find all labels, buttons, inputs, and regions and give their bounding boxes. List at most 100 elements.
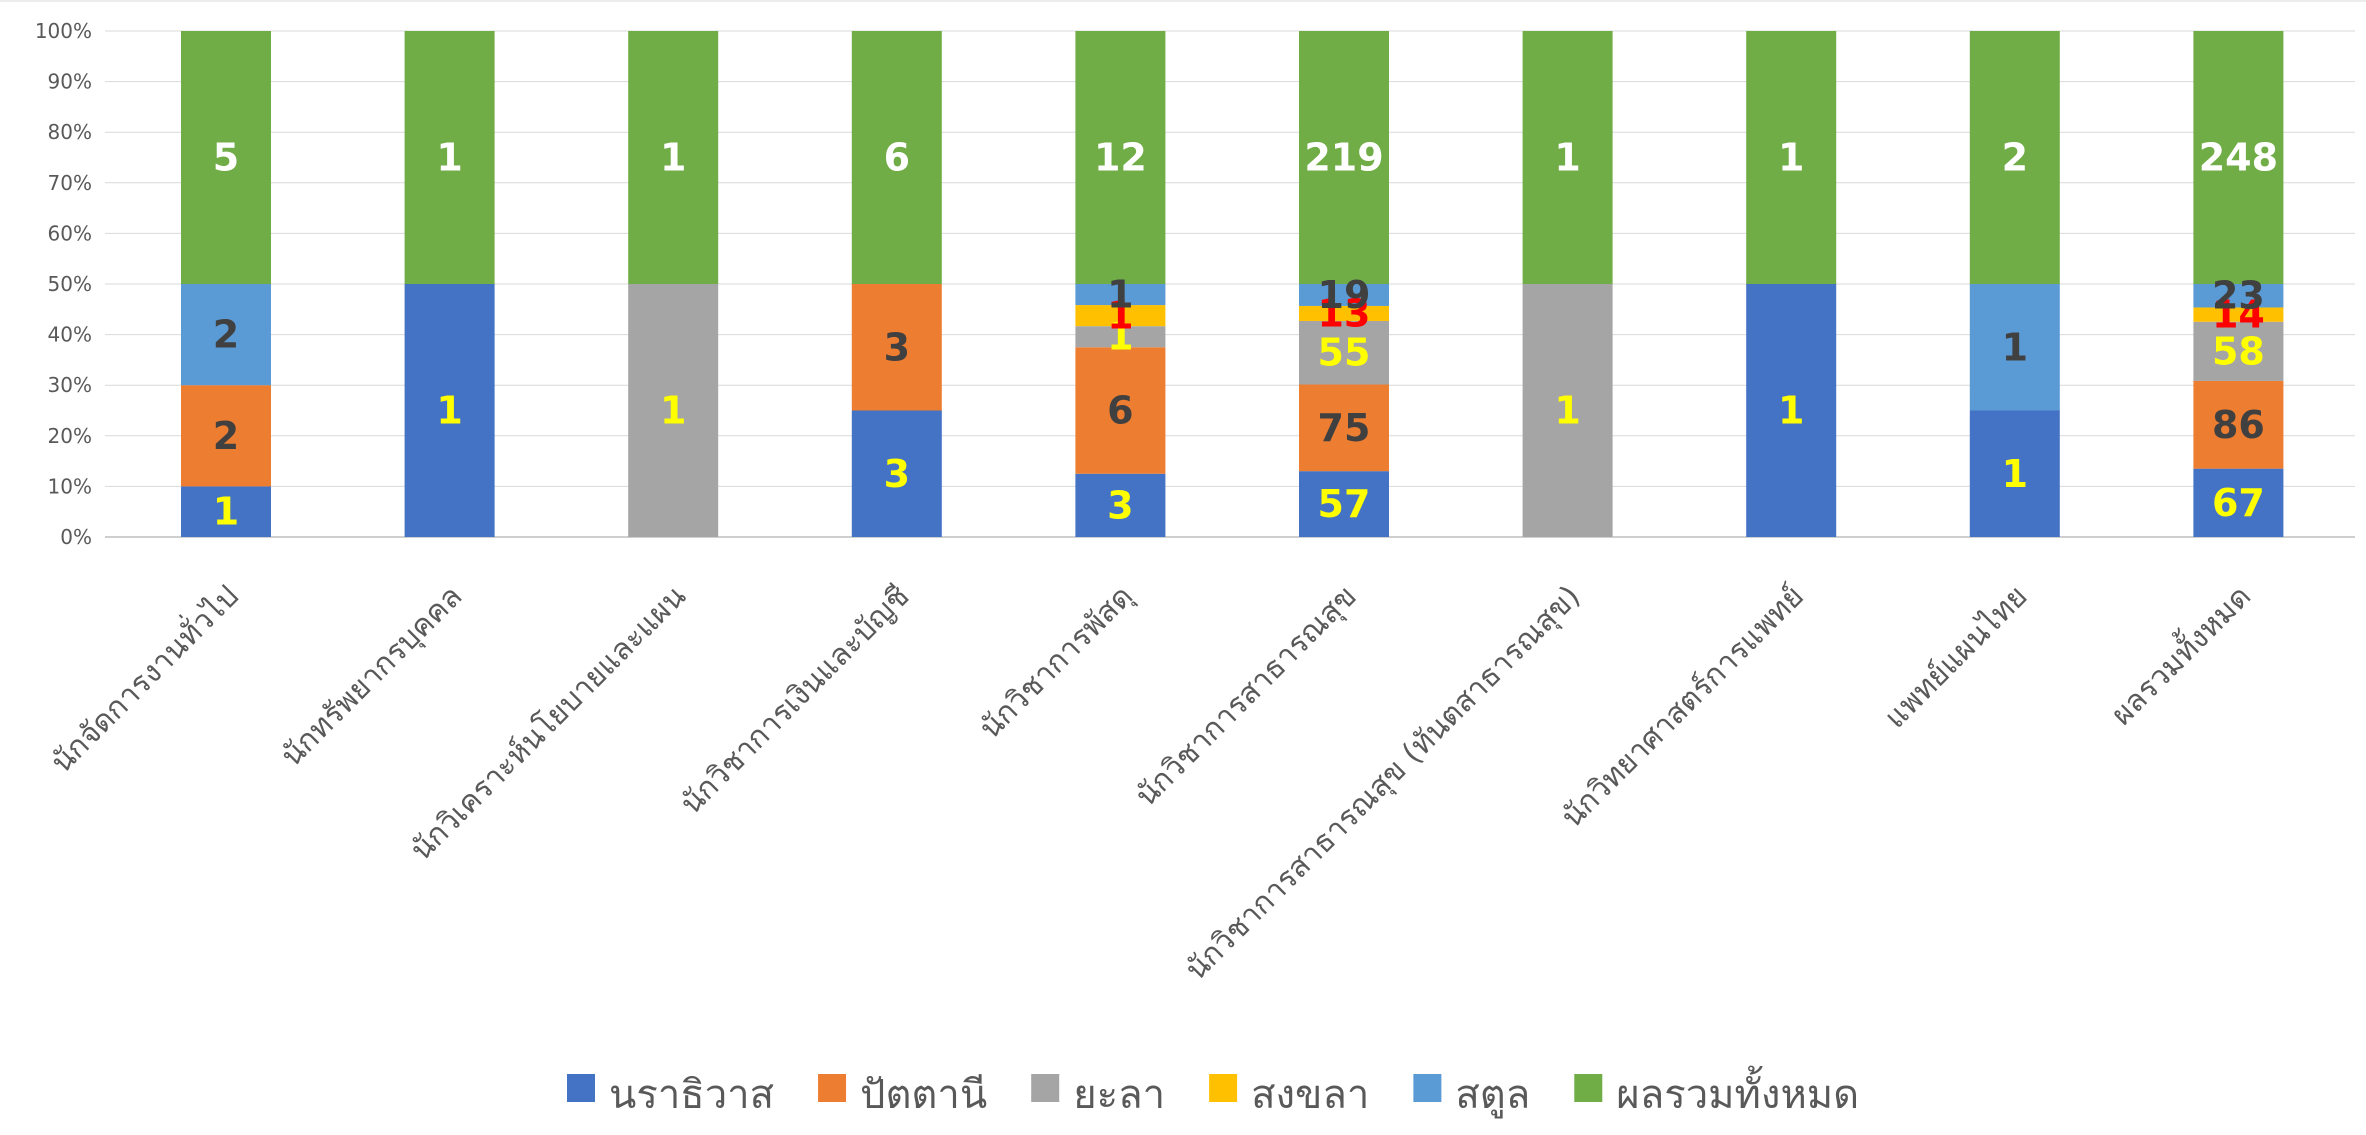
data-label: 2 (2002, 136, 2028, 180)
bar-segment (1969, 284, 2060, 411)
y-tick-label: 100% (35, 19, 92, 43)
y-tick-label: 30% (48, 373, 92, 397)
y-tick-label: 90% (48, 70, 92, 94)
data-label: 6 (884, 136, 910, 180)
bar-segment (1075, 284, 1166, 306)
y-tick-label: 50% (48, 272, 92, 296)
legend-label: สตูล (1455, 1072, 1530, 1118)
bar-segment (1299, 305, 1389, 321)
bar-segment (2193, 284, 2284, 308)
data-label: 2 (213, 313, 239, 357)
legend-swatch (1031, 1074, 1060, 1102)
data-label: 1 (436, 136, 462, 180)
x-tick-label: แพทย์แผนไทย (1877, 578, 2034, 735)
data-label: 1 (1554, 136, 1580, 180)
data-label: 2 (213, 414, 239, 458)
data-label: 13 (1318, 291, 1371, 335)
legend-swatch (1209, 1074, 1238, 1102)
legend-label: สงขลา (1251, 1072, 1369, 1118)
legend-label: ผลรวมทั้งหมด (1616, 1065, 1859, 1118)
y-axis-ticks: 0% 10% 20% 30% 40% 50% 60% 70% 80% 90% 100% (35, 19, 92, 549)
data-label: 1 (660, 389, 686, 433)
data-label: 3 (1107, 483, 1133, 527)
data-label: 219 (1304, 136, 1383, 180)
data-label: 3 (884, 452, 910, 496)
bar-segment (1299, 471, 1389, 537)
data-label: 1 (1554, 389, 1580, 433)
bar-segment (851, 31, 942, 284)
bar-segment (1075, 347, 1166, 474)
x-tick-label: นักวิทยาศาสตร์การแพทย์ (1555, 579, 1811, 835)
bar-segment (1075, 305, 1166, 327)
bar-segment (851, 284, 942, 411)
legend-label: ยะลา (1073, 1072, 1165, 1118)
data-label: 1 (1778, 136, 1804, 180)
bar-segment (1075, 326, 1166, 348)
bar-segment (181, 486, 271, 537)
data-label: 1 (436, 389, 462, 433)
data-labels: 1225111133636111125775551319219111111267… (213, 136, 2278, 534)
legend-label: ปัตตานี (860, 1072, 987, 1118)
bar-segment (1299, 320, 1389, 385)
legend-swatch (1574, 1074, 1603, 1102)
bar-segment (1299, 284, 1389, 306)
bar-segment (628, 31, 719, 284)
bar-segment (2193, 468, 2284, 537)
bar-segment (404, 284, 495, 537)
legend: นราธิวาส ปัตตานี ยะลา สงขลา สตูล ผลรวมทั้งหมด (567, 1065, 1859, 1118)
legend-label: นราธิวาส (609, 1072, 774, 1118)
bar-segment (404, 31, 495, 284)
y-tick-label: 80% (48, 120, 92, 144)
data-label: 14 (2212, 293, 2265, 337)
bar-segment (1746, 284, 1837, 537)
bar-segment (2193, 31, 2284, 284)
bar-segment (181, 385, 271, 487)
y-tick-label: 10% (48, 474, 92, 498)
x-tick-label: นักวิชาการสาธารณสุข (1129, 579, 1364, 814)
x-tick-label: นักวิชาการเงินและบัญชี (674, 579, 917, 822)
data-label: 75 (1318, 406, 1371, 450)
bar-segment (1746, 31, 1837, 284)
bar-segment (1969, 31, 2060, 284)
legend-swatch (818, 1074, 847, 1102)
data-label: 1 (1107, 294, 1133, 338)
bar-segment (181, 31, 271, 284)
bar-segment (2193, 380, 2284, 469)
x-tick-label: นักทรัพยากรบุคคล (274, 579, 470, 775)
x-tick-label: ผลรวมทั้งหมด (2101, 575, 2258, 732)
data-label: 1 (1107, 315, 1133, 359)
y-tick-label: 70% (48, 171, 92, 195)
y-tick-label: 60% (48, 221, 92, 245)
data-label: 1 (2002, 452, 2028, 496)
legend-swatch (1413, 1074, 1442, 1102)
y-tick-label: 0% (60, 525, 92, 549)
bars (181, 31, 2284, 537)
bar-segment (1299, 31, 1389, 284)
bar-segment (2193, 307, 2284, 322)
x-axis-ticks: นักจัดการงานทั่วไป นักทรัพยากรบุคคลนักวิเ… (42, 575, 2258, 988)
data-label: 1 (2002, 325, 2028, 369)
bar-segment (1075, 473, 1166, 537)
data-label: 12 (1094, 136, 1147, 180)
data-label: 67 (2212, 481, 2265, 525)
data-label: 19 (1318, 273, 1371, 317)
data-label: 86 (2212, 403, 2265, 447)
data-label: 1 (1778, 389, 1804, 433)
data-label: 55 (1318, 331, 1371, 375)
data-label: 5 (213, 136, 239, 180)
data-label: 3 (884, 325, 910, 369)
x-tick-label: นักวิชาการพัสดุ (973, 579, 1141, 747)
bar-segment (1522, 284, 1613, 537)
bar-segment (2193, 321, 2284, 381)
bar-segment (1075, 31, 1166, 284)
bar-segment (851, 410, 942, 537)
bar-segment (1969, 410, 2060, 537)
x-tick-label: นักจัดการงานทั่วไป (42, 576, 246, 780)
bar-segment (181, 284, 271, 386)
y-tick-label: 40% (48, 323, 92, 347)
x-tick-label: นักวิชาการสาธารณสุข (ทันตสาธารณสุข) (1179, 579, 1588, 988)
legend-swatch (567, 1074, 595, 1102)
data-label: 1 (213, 490, 239, 534)
bar-segment (1299, 384, 1389, 472)
